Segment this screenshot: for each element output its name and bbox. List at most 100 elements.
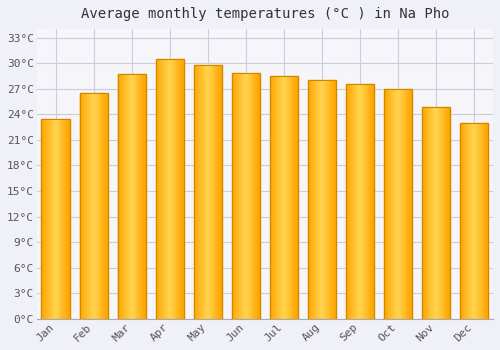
Bar (124, 74, 125, 319)
Bar (479, 123, 480, 319)
Bar (480, 123, 482, 319)
Bar (170, 59, 171, 319)
Bar (370, 84, 372, 319)
Bar (94, 93, 96, 319)
Bar (460, 123, 462, 319)
Bar (202, 65, 203, 319)
Bar (400, 89, 401, 319)
Bar (194, 65, 222, 319)
Bar (156, 59, 184, 319)
Bar (279, 76, 280, 319)
Bar (324, 80, 325, 319)
Bar (474, 123, 475, 319)
Bar (401, 89, 402, 319)
Bar (98, 93, 100, 319)
Bar (143, 74, 144, 319)
Bar (132, 74, 134, 319)
Bar (354, 84, 355, 319)
Bar (388, 89, 390, 319)
Bar (241, 74, 242, 319)
Bar (104, 93, 105, 319)
Bar (246, 74, 247, 319)
Bar (166, 59, 167, 319)
Bar (125, 74, 126, 319)
Bar (160, 59, 162, 319)
Bar (475, 123, 476, 319)
Bar (433, 107, 434, 319)
Bar (256, 74, 258, 319)
Bar (126, 74, 127, 319)
Bar (238, 74, 239, 319)
Bar (234, 74, 236, 319)
Bar (93, 93, 94, 319)
Bar (164, 59, 165, 319)
Bar (482, 123, 484, 319)
Bar (218, 65, 220, 319)
Bar (88, 93, 89, 319)
Bar (208, 65, 209, 319)
Bar (357, 84, 358, 319)
Bar (68, 119, 69, 319)
Bar (325, 80, 326, 319)
Bar (252, 74, 254, 319)
Bar (406, 89, 408, 319)
Bar (51, 119, 52, 319)
Bar (58, 119, 59, 319)
Bar (136, 74, 138, 319)
Bar (473, 123, 474, 319)
Bar (280, 76, 281, 319)
Bar (120, 74, 122, 319)
Bar (67, 119, 68, 319)
Bar (274, 76, 276, 319)
Bar (308, 80, 336, 319)
Bar (478, 123, 479, 319)
Bar (448, 107, 450, 319)
Bar (320, 80, 321, 319)
Bar (484, 123, 486, 319)
Bar (123, 74, 124, 319)
Bar (404, 89, 406, 319)
Bar (82, 93, 84, 319)
Bar (270, 76, 298, 319)
Bar (212, 65, 214, 319)
Bar (361, 84, 362, 319)
Bar (358, 84, 359, 319)
Bar (350, 84, 352, 319)
Bar (55, 119, 56, 319)
Bar (214, 65, 216, 319)
Bar (258, 74, 259, 319)
Bar (316, 80, 317, 319)
Bar (90, 93, 91, 319)
Bar (206, 65, 207, 319)
Bar (283, 76, 284, 319)
Bar (334, 80, 335, 319)
Bar (398, 89, 399, 319)
Bar (80, 93, 82, 319)
Bar (408, 89, 410, 319)
Bar (69, 119, 70, 319)
Bar (168, 59, 169, 319)
Bar (442, 107, 444, 319)
Bar (276, 76, 277, 319)
Bar (209, 65, 210, 319)
Bar (221, 65, 222, 319)
Bar (131, 74, 132, 319)
Bar (397, 89, 398, 319)
Bar (44, 119, 46, 319)
Bar (89, 93, 90, 319)
Bar (477, 123, 478, 319)
Bar (96, 93, 98, 319)
Bar (323, 80, 324, 319)
Bar (138, 74, 140, 319)
Bar (471, 123, 472, 319)
Bar (250, 74, 252, 319)
Bar (127, 74, 128, 319)
Bar (80, 93, 108, 319)
Bar (194, 65, 196, 319)
Bar (198, 65, 200, 319)
Bar (210, 65, 212, 319)
Bar (356, 84, 357, 319)
Bar (328, 80, 330, 319)
Bar (272, 76, 274, 319)
Bar (486, 123, 488, 319)
